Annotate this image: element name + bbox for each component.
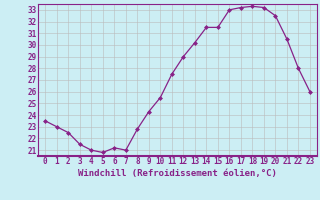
X-axis label: Windchill (Refroidissement éolien,°C): Windchill (Refroidissement éolien,°C) (78, 169, 277, 178)
